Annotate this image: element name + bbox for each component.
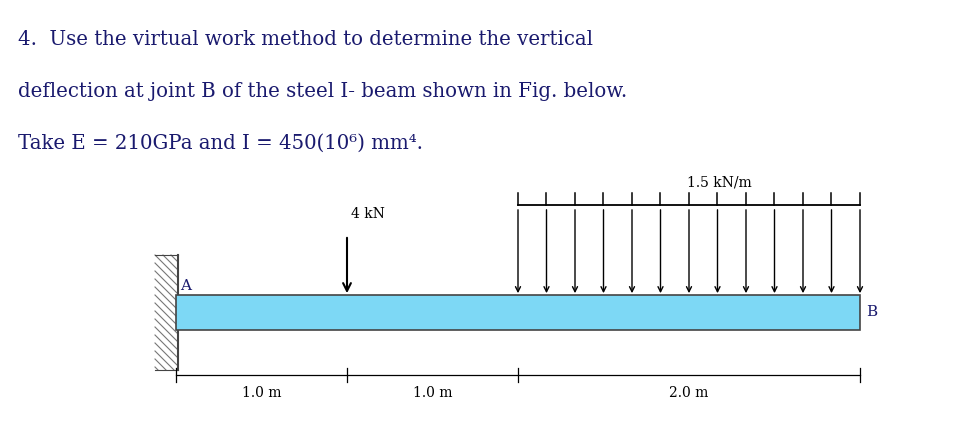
Bar	[176, 295, 859, 330]
Text: 1.0 m: 1.0 m	[412, 386, 452, 400]
Text: 2.0 m: 2.0 m	[669, 386, 708, 400]
Text: 4 kN: 4 kN	[351, 207, 384, 221]
Text: 4.  Use the virtual work method to determine the vertical: 4. Use the virtual work method to determ…	[18, 30, 592, 49]
Bar	[155, 255, 178, 370]
Text: B: B	[865, 305, 876, 319]
Text: deflection at joint B of the steel I- beam shown in Fig. below.: deflection at joint B of the steel I- be…	[18, 82, 627, 101]
Text: 1.0 m: 1.0 m	[241, 386, 281, 400]
Text: Take E = 210GPa and I = 450(10⁶) mm⁴.: Take E = 210GPa and I = 450(10⁶) mm⁴.	[18, 134, 423, 153]
Text: 1.5 kN/m: 1.5 kN/m	[686, 175, 751, 189]
Text: A: A	[180, 279, 191, 293]
